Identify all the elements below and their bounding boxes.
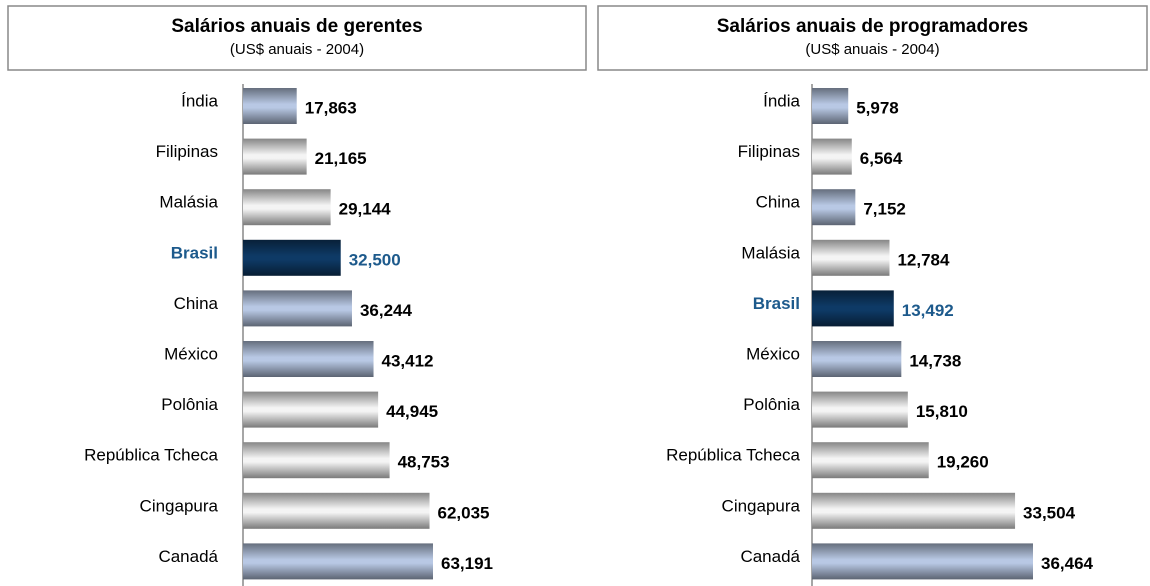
value-label: 13,492 [902,301,954,320]
category-label: Índia [181,91,218,110]
category-label: Cingapura [722,496,801,515]
category-label: Canadá [158,547,218,566]
bar [243,290,352,327]
value-label: 17,863 [305,98,357,117]
category-label: Malásia [741,243,800,262]
category-label: República Tcheca [666,446,800,465]
category-label: Brasil [171,243,218,262]
category-label: México [164,344,218,363]
title-box [597,5,1148,71]
bar [812,492,1016,529]
bar [243,442,390,479]
value-label: 33,504 [1023,503,1076,522]
bar [812,543,1033,580]
category-label: República Tcheca [84,446,218,465]
category-label: Cingapura [140,496,219,515]
value-label: 21,165 [315,149,367,168]
bar [243,341,374,377]
value-label: 15,810 [916,402,968,421]
chart-title: Salários anuais de gerentes [171,16,422,37]
category-label: Filipinas [738,142,800,161]
value-label: 36,244 [360,301,413,320]
category-label: Malásia [159,193,218,212]
value-label: 44,945 [386,402,438,421]
chart-subtitle: (US$ anuais - 2004) [805,41,939,58]
bar [812,239,890,276]
value-label: 29,144 [339,200,392,219]
category-label: México [746,344,800,363]
value-label: 6,564 [860,149,903,168]
bar [243,492,430,529]
value-label: 5,978 [856,98,899,117]
bar [812,88,849,124]
value-label: 48,753 [398,453,450,472]
category-label: Canadá [740,547,800,566]
category-label: Polônia [161,395,218,414]
category-label: Filipinas [156,142,218,161]
value-label: 12,784 [897,250,950,269]
value-label: 32,500 [349,250,401,269]
value-label: 7,152 [863,200,906,219]
category-label: China [756,193,801,212]
category-label: China [174,294,219,313]
bar [812,138,852,175]
bar [812,391,908,428]
value-label: 19,260 [937,453,989,472]
value-label: 62,035 [438,503,490,522]
chart-subtitle: (US$ anuais - 2004) [230,41,364,58]
bar [812,341,902,377]
chart-title: Salários anuais de programadores [717,16,1029,37]
bar [243,543,433,580]
bar [243,189,331,226]
bar [243,239,341,276]
category-label: Polônia [743,395,800,414]
value-label: 63,191 [441,554,493,573]
bar [812,290,894,327]
bar [812,442,929,479]
bar [243,391,379,428]
value-label: 43,412 [382,351,434,370]
bar [243,88,297,124]
category-label: Brasil [753,294,800,313]
category-label: Índia [763,91,800,110]
title-box [7,5,587,71]
value-label: 36,464 [1041,554,1094,573]
bar [243,138,307,175]
value-label: 14,738 [909,351,961,370]
bar [812,189,856,226]
